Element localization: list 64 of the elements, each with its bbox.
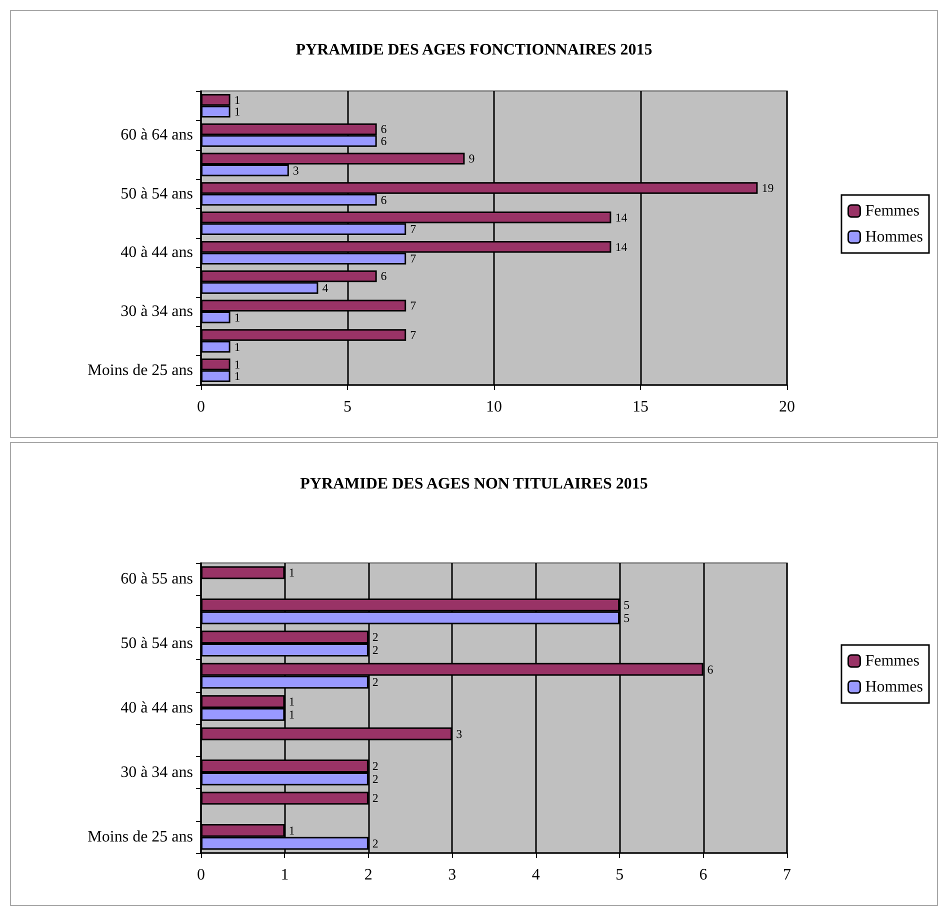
data-label: 2 (372, 675, 378, 690)
data-label: 1 (288, 707, 295, 722)
data-label: 2 (372, 772, 378, 786)
data-label: 2 (372, 643, 378, 657)
y-tick-label: 60 à 55 ans (120, 570, 193, 588)
x-tick-label: 1 (280, 866, 289, 884)
data-label: 7 (410, 222, 416, 236)
data-label: 6 (707, 662, 714, 676)
x-tick-label: 5 (344, 398, 352, 416)
y-tick-label: 40 à 44 ans (120, 700, 193, 716)
y-tick-label: 30 à 34 ans (120, 303, 193, 320)
chart-title: PYRAMIDE DES AGES NON TITULAIRES 2015 (300, 476, 648, 492)
y-tick-label: 40 à 44 ans (120, 244, 193, 262)
x-tick-label: 15 (632, 398, 648, 416)
data-label: 6 (380, 269, 387, 284)
legend-label: Femmes (865, 202, 920, 220)
x-tick-label: 5 (616, 866, 624, 884)
data-label: 1 (288, 823, 295, 838)
data-label: 4 (322, 280, 328, 295)
data-label: 1 (234, 340, 240, 354)
data-label: 2 (372, 630, 378, 644)
x-tick-label: 2 (364, 866, 372, 884)
data-label: 6 (380, 192, 387, 207)
data-label: 2 (372, 759, 378, 773)
x-tick-label: 4 (532, 866, 540, 884)
legend-label: Femmes (865, 652, 920, 670)
y-tick-label: Moins de 25 ans (88, 828, 193, 846)
chart-title: PYRAMIDE DES AGES FONCTIONNAIRES 2015 (296, 42, 652, 58)
data-label: 19 (762, 181, 774, 196)
data-label: 5 (624, 598, 630, 612)
data-label: 9 (468, 152, 475, 166)
y-tick-label: 60 à 64 ans (120, 126, 193, 144)
x-tick-label: 7 (783, 866, 791, 884)
x-tick-label: 6 (699, 866, 708, 884)
data-label: 3 (292, 163, 299, 178)
x-tick-label: 0 (197, 398, 205, 416)
y-tick-label: Moins de 25 ans (88, 362, 193, 379)
data-label: 1 (234, 357, 240, 372)
data-label: 3 (456, 726, 462, 741)
data-label: 1 (288, 694, 295, 709)
x-tick-label: 20 (779, 398, 795, 416)
data-label: 7 (410, 328, 416, 342)
data-label: 1 (288, 566, 295, 580)
y-tick-label: 30 à 34 ans (120, 764, 193, 781)
data-label: 7 (410, 252, 416, 266)
data-label: 1 (234, 92, 240, 107)
x-tick-label: 3 (448, 866, 456, 884)
data-label: 2 (372, 791, 378, 806)
data-label: 2 (372, 836, 378, 850)
data-label: 6 (380, 122, 387, 136)
data-label: 7 (410, 298, 416, 313)
legend-label: Hommes (865, 228, 924, 246)
data-label: 5 (624, 610, 630, 625)
y-tick-label: 50 à 54 ans (120, 185, 193, 202)
data-label: 1 (234, 369, 240, 384)
x-tick-label: 0 (197, 866, 205, 884)
data-label: 14 (615, 240, 628, 254)
data-label: 14 (615, 210, 628, 224)
data-label: 6 (380, 134, 387, 148)
data-label: 1 (234, 310, 240, 324)
legend-label: Hommes (865, 678, 924, 696)
y-tick-label: 50 à 54 ans (120, 635, 193, 652)
data-label: 1 (234, 104, 240, 119)
x-tick-label: 10 (486, 398, 502, 416)
